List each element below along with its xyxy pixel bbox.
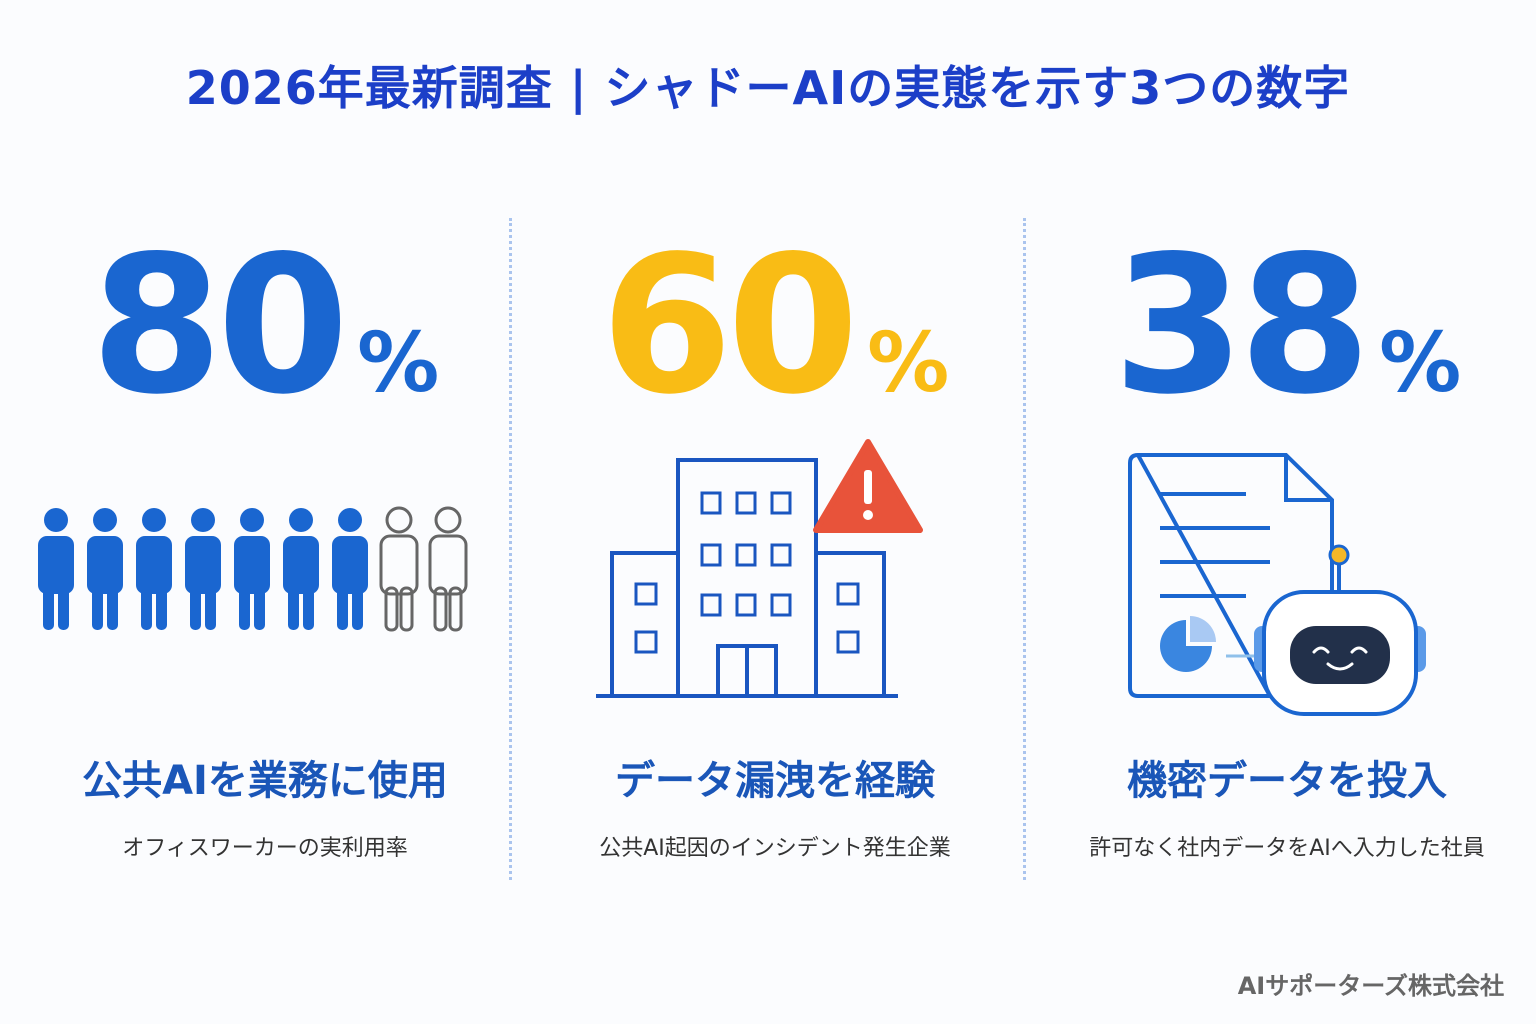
stat-column: 38% 機密データを投入許可なく社内データをAIへ入力した社員 (1032, 0, 1536, 1024)
stat-caption: 公共AI起因のインシデント発生企業 (599, 836, 951, 861)
stat-unit: % (867, 316, 950, 411)
building-icon (596, 458, 898, 698)
stat-headline: データ漏洩を経験 (615, 758, 935, 804)
document-icon (1128, 452, 1334, 698)
stat-value: 38 (1112, 215, 1371, 436)
stat-value: 60 (600, 215, 859, 436)
stat-headline: 機密データを投入 (1127, 758, 1447, 804)
stat-unit: % (1379, 316, 1462, 411)
stat-headline: 公共AIを業務に使用 (82, 758, 448, 804)
stat-column: 60% データ漏洩を経験公共AI起因のインシデント発生企業 (520, 0, 1030, 1024)
warning-icon (813, 439, 923, 533)
stat-column: 80% 公共AIを業務に使用オフィスワーカーの実利用率 (10, 0, 520, 1024)
stat-number: 38% (1032, 215, 1536, 436)
divider (1023, 218, 1026, 880)
stat-caption: オフィスワーカーの実利用率 (122, 836, 408, 861)
stat-caption: 許可なく社内データをAIへ入力した社員 (1089, 836, 1485, 861)
stat-value: 80 (90, 215, 349, 436)
stat-unit: % (357, 316, 440, 411)
stat-number: 80% (10, 215, 520, 436)
stat-number: 60% (520, 215, 1030, 436)
robot-icon (1254, 544, 1426, 716)
page-title: 2026年最新調査 | シャドーAIの実態を示す3つの数字 (185, 61, 1351, 115)
company-name: AIサポーターズ株式会社 (1237, 972, 1504, 1000)
divider (509, 218, 512, 880)
